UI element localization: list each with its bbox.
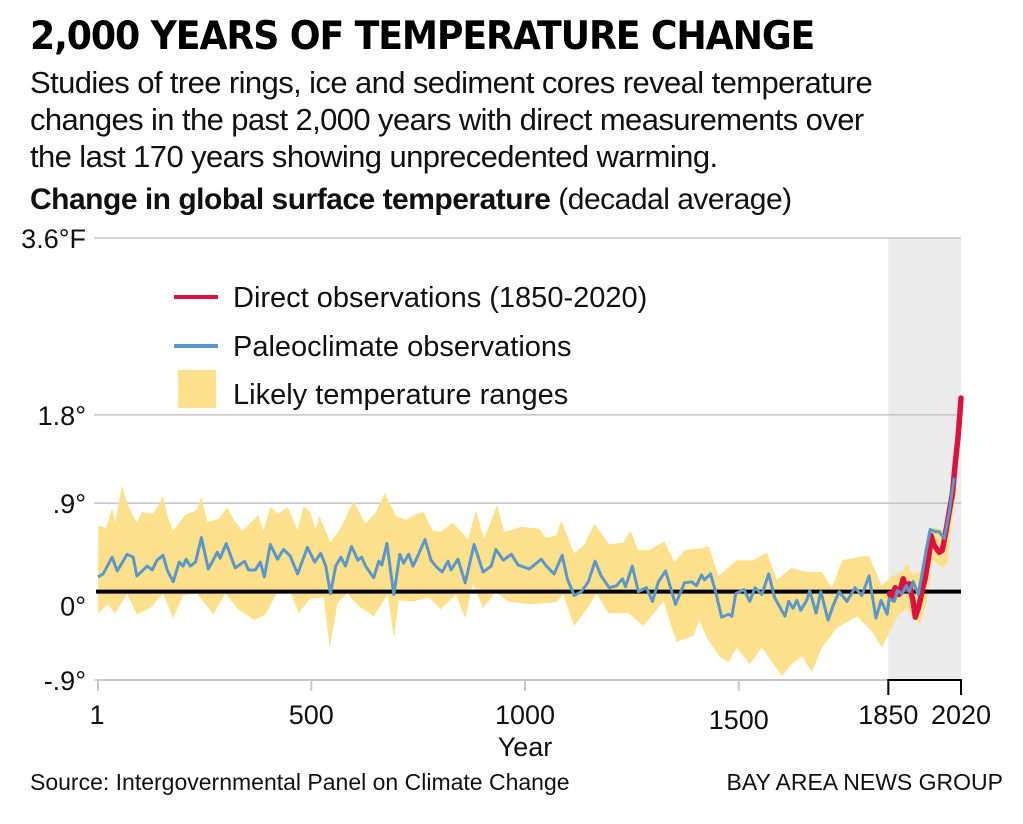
legend: Direct observations (1850-2020) Paleoclim… (174, 282, 647, 411)
x-tick-label: 1000 (495, 700, 555, 730)
x-axis: 1 500 1000 1500 1850 2020 (89, 679, 991, 735)
paleoclimate-line (97, 477, 956, 622)
legend-label: Likely temperature ranges (233, 379, 568, 411)
x-tick-label: 1500 (709, 705, 769, 735)
subtitle-line: the last 170 years showing unprecedented… (30, 139, 718, 174)
subtitle-line: Studies of tree rings, ice and sediment … (30, 65, 873, 100)
credit-line: BAY AREA NEWS GROUP (726, 769, 1003, 795)
subtitle-line: changes in the past 2,000 years with dir… (30, 102, 864, 137)
chart-heading-bold: Change in global surface temperature (30, 183, 551, 216)
y-tick-label: 3.6°F (21, 224, 86, 254)
y-axis-tick-labels: 3.6°F 1.8° .9° 0° -.9° (21, 224, 86, 696)
y-tick-label: 0° (60, 592, 86, 622)
legend-label: Paleoclimate observations (233, 331, 572, 363)
likely-range-band (98, 471, 958, 677)
chart-heading-rest: (decadal average) (550, 183, 792, 216)
y-tick-label: -.9° (44, 666, 86, 696)
paleoclimate-line-overlay (885, 477, 956, 615)
x-axis-label: Year (498, 732, 553, 762)
legend-label: Direct observations (1850-2020) (233, 282, 647, 314)
chart-subtitle: Studies of tree rings, ice and sediment … (30, 64, 1023, 175)
source-note: Source: Intergovernmental Panel on Clima… (30, 769, 570, 795)
x-tick-label: 1 (89, 700, 104, 730)
x-tick-label: 2020 (931, 700, 991, 730)
x-tick-label: 500 (289, 700, 334, 730)
x-tick-label: 1850 (858, 700, 918, 730)
y-tick-label: 1.8° (38, 401, 86, 431)
chart-heading: Change in global surface temperature (de… (30, 182, 792, 218)
chart-title: 2,000 YEARS OF TEMPERATURE CHANGE (30, 14, 815, 59)
y-tick-label: .9° (53, 489, 86, 519)
range-legend-swatch (178, 370, 216, 408)
highlight-bracket (887, 679, 962, 695)
